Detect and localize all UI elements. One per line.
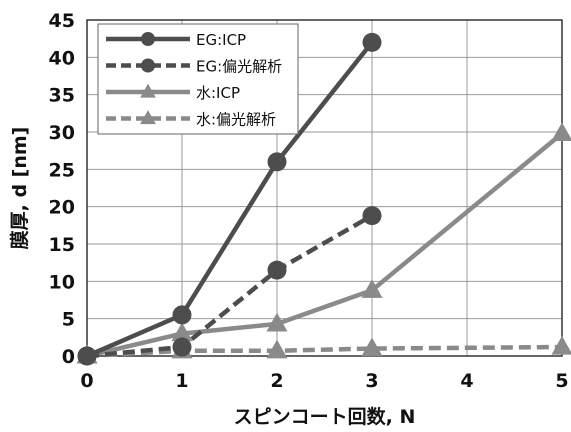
- data-point: [362, 32, 382, 52]
- plot-frame: [86, 19, 563, 357]
- series-layer: [76, 32, 571, 366]
- series-0: [77, 32, 382, 366]
- data-point: [77, 346, 97, 366]
- data-point: [171, 322, 193, 342]
- legend-label: EG:ICP: [196, 31, 246, 49]
- y-tick-label: 20: [49, 197, 75, 219]
- y-tick-label: 30: [49, 122, 75, 144]
- legend-entry: 水:偏光解析: [106, 110, 276, 129]
- y-tick-label: 25: [49, 159, 75, 181]
- data-point: [362, 206, 382, 226]
- x-axis-label: スピンコート回数, N: [234, 405, 416, 428]
- y-tick-label: 45: [49, 10, 75, 32]
- data-point: [172, 305, 192, 325]
- x-axis-ticks: 0 1 2 3 4 5: [80, 370, 568, 392]
- data-point: [551, 122, 571, 142]
- data-point: [361, 279, 383, 298]
- x-tick-label: 5: [555, 370, 568, 392]
- legend-entry: 水:ICP: [106, 83, 240, 102]
- legend-entry: EG:ICP: [106, 31, 246, 49]
- legend-box: [97, 23, 299, 135]
- y-tick-label: 40: [49, 47, 75, 69]
- legend-label: EG:偏光解析: [196, 58, 282, 76]
- data-point: [266, 339, 288, 359]
- data-point: [172, 337, 192, 357]
- legend-entry: EG:偏光解析: [106, 58, 282, 76]
- data-point: [266, 312, 288, 332]
- y-axis-label: 膜厚, d [nm]: [8, 127, 31, 251]
- series-2: [76, 122, 571, 364]
- y-tick-label: 35: [49, 85, 75, 107]
- data-point: [267, 260, 287, 280]
- x-tick-label: 0: [80, 370, 93, 392]
- legend-label: 水:ICP: [196, 84, 240, 102]
- x-tick-label: 1: [175, 370, 188, 392]
- series-line: [86, 213, 374, 359]
- legend-marker: [141, 32, 155, 46]
- legend-marker: [141, 58, 155, 73]
- legend-label: 水:偏光解析: [196, 111, 276, 129]
- data-point: [551, 335, 571, 355]
- y-tick-label: 15: [49, 234, 75, 256]
- y-tick-label: 10: [49, 271, 75, 293]
- x-tick-label: 2: [270, 370, 283, 392]
- legend-marker: [140, 110, 156, 125]
- data-point: [267, 152, 287, 172]
- series-line: [86, 40, 374, 359]
- x-tick-label: 4: [460, 370, 473, 392]
- y-tick-label: 0: [62, 346, 75, 368]
- y-tick-label: 5: [62, 309, 75, 331]
- x-tick-label: 3: [365, 370, 378, 392]
- series-line: [86, 344, 563, 359]
- y-axis-ticks: 0 5 10 15 20 25 30 35 40 45: [49, 10, 75, 368]
- data-point: [361, 337, 383, 357]
- legend-marker: [140, 83, 156, 98]
